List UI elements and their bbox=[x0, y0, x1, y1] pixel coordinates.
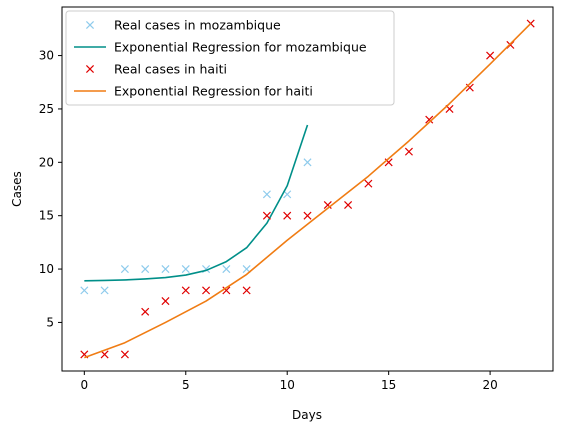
series-line bbox=[84, 124, 309, 282]
data-point bbox=[262, 211, 271, 220]
x-axis: 0 5 10 15 20 bbox=[80, 371, 498, 392]
x-axis-title: Days bbox=[292, 408, 322, 422]
series-exponential-regression-for-haiti bbox=[84, 22, 532, 359]
data-point bbox=[303, 211, 312, 220]
data-point bbox=[120, 265, 129, 274]
data-point bbox=[181, 265, 190, 274]
y-tick-label: 30 bbox=[39, 49, 54, 63]
legend: Real cases in mozambique Exponential Regr… bbox=[65, 10, 395, 106]
legend-label: Real cases in haiti bbox=[114, 62, 227, 77]
legend-frame bbox=[65, 10, 395, 106]
legend-item: Real cases in haiti bbox=[85, 62, 227, 77]
data-point bbox=[161, 265, 170, 274]
data-point bbox=[323, 200, 332, 210]
data-point bbox=[141, 265, 150, 274]
data-point bbox=[425, 115, 434, 124]
data-point bbox=[404, 147, 413, 156]
legend-item: Exponential Regression for mozambique bbox=[74, 40, 367, 55]
y-axis-title: Cases bbox=[10, 171, 24, 207]
x-tick-label: 20 bbox=[482, 378, 497, 392]
x-tick-label: 10 bbox=[280, 378, 295, 392]
data-point bbox=[364, 179, 373, 188]
data-point bbox=[181, 286, 190, 295]
data-point bbox=[222, 286, 231, 295]
data-point bbox=[120, 350, 129, 359]
legend-item: Exponential Regression for haiti bbox=[74, 84, 313, 99]
data-point bbox=[344, 200, 353, 210]
data-point bbox=[262, 190, 271, 199]
x-tick-label: 5 bbox=[182, 378, 190, 392]
data-point bbox=[242, 286, 251, 295]
data-point bbox=[283, 190, 292, 199]
data-point bbox=[100, 286, 109, 295]
y-tick-label: 5 bbox=[46, 315, 54, 329]
data-point bbox=[283, 211, 292, 220]
data-point bbox=[80, 286, 89, 295]
legend-label: Exponential Regression for mozambique bbox=[114, 40, 367, 55]
legend-marker-swatch bbox=[85, 20, 95, 30]
legend-label: Real cases in mozambique bbox=[114, 18, 281, 33]
legend-label: Exponential Regression for haiti bbox=[114, 84, 313, 99]
y-tick-label: 10 bbox=[39, 262, 54, 276]
y-tick-label: 25 bbox=[39, 102, 54, 116]
data-point bbox=[100, 350, 109, 359]
y-tick-label: 20 bbox=[39, 155, 54, 169]
x-tick-label: 15 bbox=[381, 378, 396, 392]
y-tick-label: 15 bbox=[39, 209, 54, 223]
series-exponential-regression-for-mozambique bbox=[84, 124, 309, 282]
series-real-cases-in-mozambique bbox=[80, 158, 312, 295]
x-tick-label: 0 bbox=[80, 378, 88, 392]
data-point bbox=[141, 307, 150, 316]
data-point bbox=[222, 265, 231, 274]
data-point bbox=[161, 297, 170, 306]
data-point bbox=[303, 158, 312, 167]
data-point bbox=[202, 286, 211, 295]
series-layer bbox=[80, 19, 535, 359]
series-line bbox=[84, 22, 532, 359]
legend-item: Real cases in mozambique bbox=[85, 18, 281, 33]
y-axis: 5 10 15 20 25 30 bbox=[39, 49, 62, 329]
data-point bbox=[486, 51, 495, 60]
legend-marker-swatch bbox=[85, 64, 95, 74]
